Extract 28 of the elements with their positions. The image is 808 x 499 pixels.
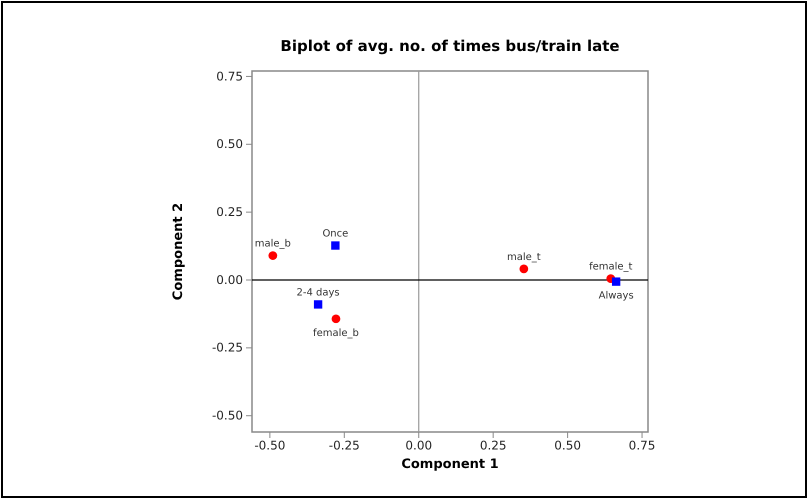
x-tick-label: 0.25 [480,438,507,453]
x-tick-label: 0.00 [405,438,432,453]
x-tick-label: -0.50 [254,438,286,453]
y-tick-label: 0.50 [216,137,243,152]
x-tick-label: 0.75 [628,438,656,453]
point [612,277,620,286]
annotation: male_t [506,252,541,263]
y-tick-label: 0.00 [216,272,243,287]
annotation: female_t [589,262,633,273]
y-tick-label: 0.75 [216,69,243,84]
x-tick-label: 0.50 [554,438,581,453]
point [314,300,322,309]
y-tick-label: 0.25 [216,204,243,219]
point [519,264,528,274]
y-tick-label: -0.25 [212,340,243,355]
y-axis-title: Component 2 [171,202,186,300]
x-axis-title: Component 1 [401,457,499,472]
x-tick-label: -0.25 [328,438,360,453]
point [331,241,340,250]
y-tick-label: -0.50 [212,408,243,423]
point [332,314,340,324]
point [268,251,278,260]
annotation: female_b [313,328,359,339]
annotation: Once [322,228,348,240]
chart-title: Biplot of avg. no. of times bus/train late [280,37,620,55]
annotation: male_b [254,238,291,250]
annotation: 2-4 days [296,287,340,298]
annotation: Always [598,290,634,302]
